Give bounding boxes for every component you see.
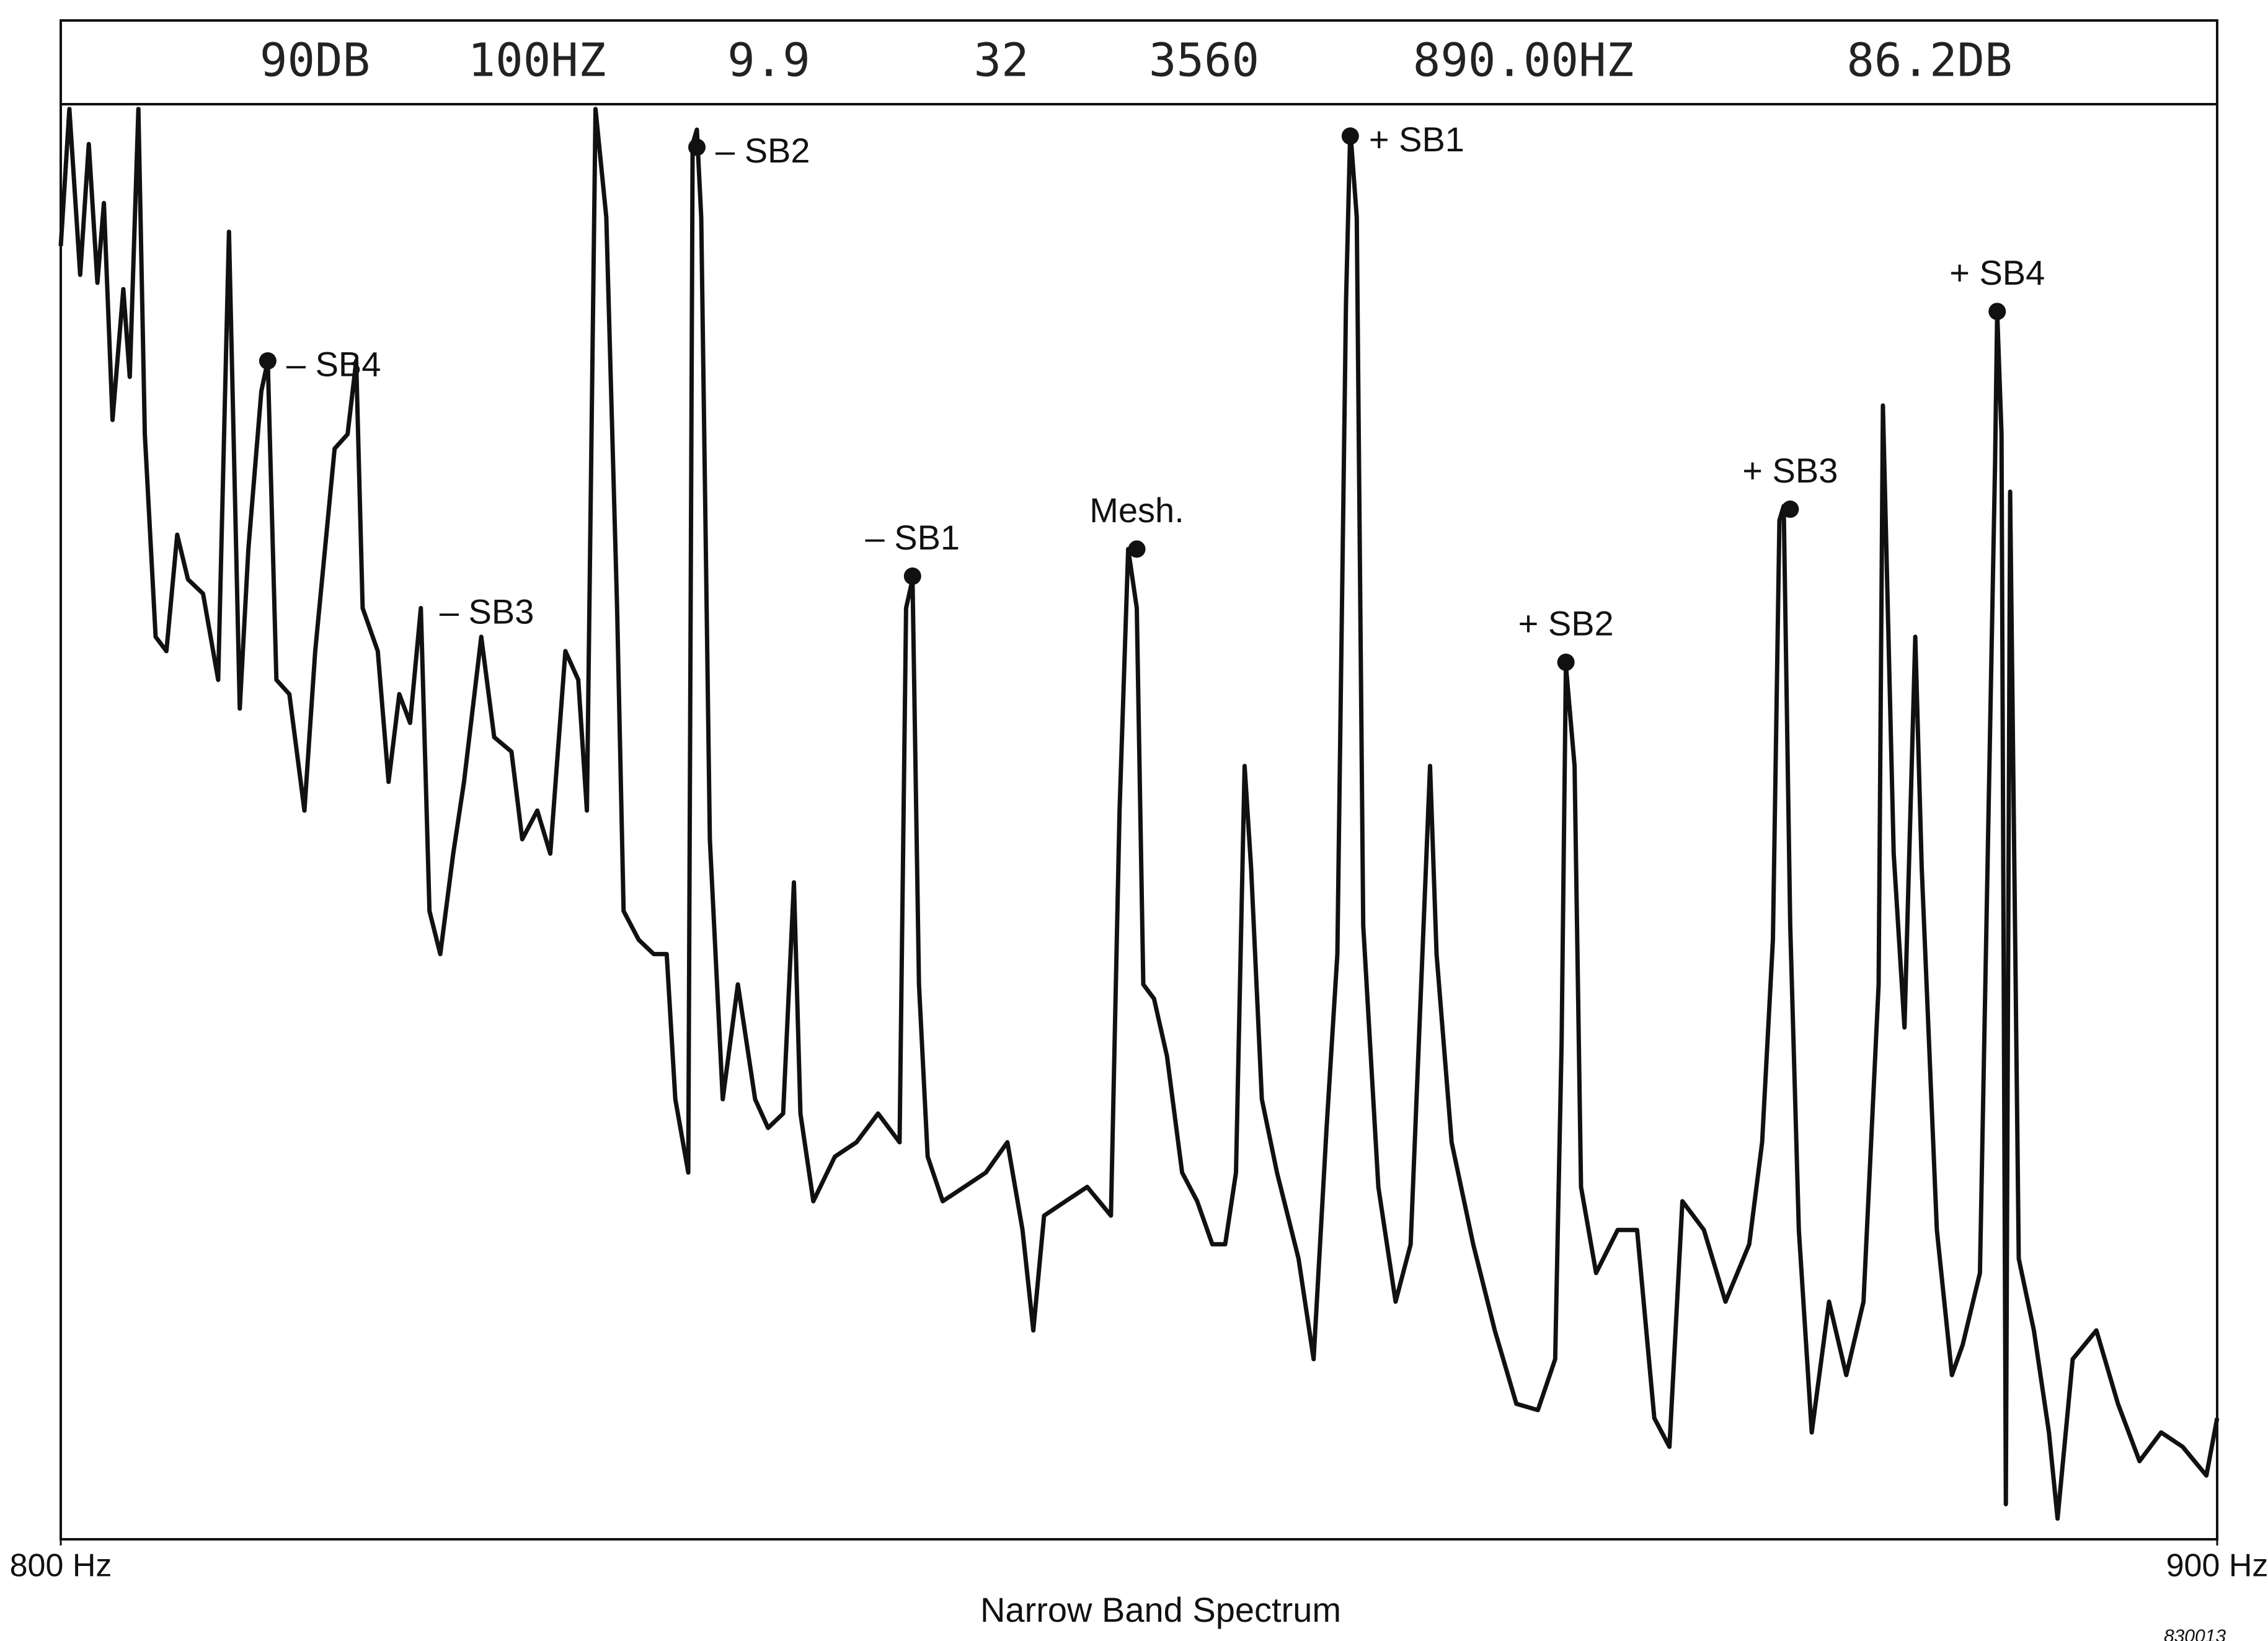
peak-marker bbox=[1341, 127, 1359, 145]
annotation: – SB3 bbox=[440, 592, 534, 631]
annotation: – SB1 bbox=[866, 518, 960, 557]
chart-title: Narrow Band Spectrum bbox=[980, 1590, 1341, 1629]
header-field: 100HZ bbox=[468, 34, 606, 87]
peak-marker bbox=[259, 352, 277, 370]
header-field: 3560 bbox=[1149, 34, 1259, 87]
peak-marker bbox=[1557, 653, 1575, 671]
header-field: 90DB bbox=[260, 34, 370, 87]
header-field: 9.9 bbox=[727, 34, 810, 87]
peak-marker bbox=[1128, 540, 1146, 558]
peak-marker bbox=[688, 138, 706, 156]
header-field: 890.00HZ bbox=[1413, 34, 1634, 87]
annotation: + SB3 bbox=[1742, 451, 1838, 490]
annotation: + SB2 bbox=[1518, 604, 1614, 643]
peak-marker bbox=[1988, 303, 2006, 321]
spectrum-line bbox=[58, 107, 2220, 1521]
annotation: + SB4 bbox=[1949, 253, 2045, 292]
header-field: 86.2DB bbox=[1846, 34, 2012, 87]
plot-frame bbox=[60, 103, 2218, 1541]
peak-marker bbox=[1781, 500, 1799, 518]
header-field: 32 bbox=[973, 34, 1029, 87]
annotation: Mesh. bbox=[1089, 491, 1184, 530]
annotation: – SB2 bbox=[715, 131, 810, 170]
figure-id: 830013 bbox=[2164, 1626, 2226, 1641]
x-tick-label: 900 Hz bbox=[2166, 1548, 2268, 1584]
x-tick-label: 800 Hz bbox=[10, 1548, 112, 1584]
annotation: + SB1 bbox=[1369, 120, 1464, 159]
annotation: – SB4 bbox=[286, 345, 381, 384]
peak-marker bbox=[903, 567, 921, 585]
